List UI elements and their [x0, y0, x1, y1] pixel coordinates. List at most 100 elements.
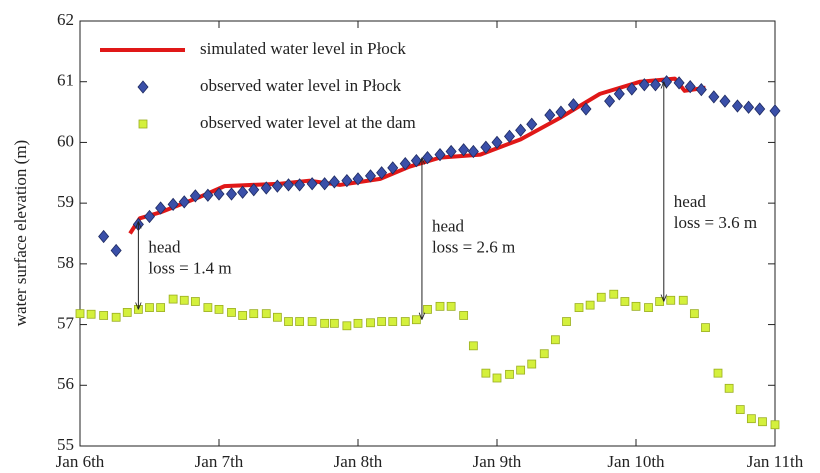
diamond-marker [155, 201, 167, 215]
square-marker [366, 318, 375, 328]
diamond-marker [137, 80, 149, 94]
square-marker [620, 297, 630, 306]
square-marker [122, 308, 132, 317]
square-marker [423, 304, 432, 314]
annotation-text: loss = 1.4 m [148, 259, 231, 278]
square-marker [527, 359, 537, 369]
diamond-marker [638, 78, 650, 92]
square-marker [261, 309, 271, 319]
diamond-marker [503, 129, 516, 143]
y-tick-label: 60 [57, 131, 74, 150]
y-axis-label: water surface elevation (m) [11, 140, 30, 326]
diamond-marker [319, 177, 331, 191]
diamond-marker [306, 177, 318, 191]
diamond-marker [328, 175, 340, 189]
square-marker [227, 308, 236, 317]
square-marker [609, 289, 619, 299]
square-marker [388, 317, 398, 326]
diamond-marker [580, 102, 592, 116]
square-marker [203, 303, 213, 312]
diamond-marker [434, 147, 446, 162]
square-marker [400, 317, 410, 326]
diamond-marker [271, 179, 283, 193]
square-marker [644, 303, 653, 312]
diamond-marker [458, 143, 470, 157]
y-tick-label: 57 [57, 313, 75, 332]
diamond-marker [167, 197, 179, 211]
square-marker [689, 309, 699, 319]
diamond-marker [294, 178, 306, 192]
square-marker [411, 315, 421, 325]
square-marker [238, 311, 248, 320]
diamond-marker [604, 94, 616, 108]
diamond-marker [445, 144, 457, 159]
square-marker [574, 303, 584, 312]
square-marker [138, 119, 148, 129]
diamond-marker [754, 102, 766, 116]
diamond-marker [673, 76, 685, 90]
diamond-marker [213, 187, 225, 201]
x-tick-label: Jan 6th [56, 452, 105, 471]
diamond-marker [719, 94, 731, 108]
y-tick-label: 61 [57, 71, 74, 90]
diamond-marker [467, 144, 479, 159]
diamond-marker [515, 123, 527, 137]
diamond-marker [282, 178, 295, 192]
square-marker [758, 417, 767, 427]
y-tick-label: 55 [57, 435, 74, 454]
square-marker [190, 297, 200, 306]
square-marker [284, 317, 293, 326]
y-tick-label: 56 [57, 374, 74, 393]
diamond-marker [526, 117, 538, 131]
square-marker [99, 311, 109, 320]
square-marker [377, 317, 387, 326]
diamond-marker [260, 181, 272, 195]
square-marker [770, 420, 780, 430]
square-marker [111, 312, 121, 322]
x-tick-label: Jan 10th [607, 452, 665, 471]
square-marker [272, 312, 282, 322]
diamond-marker [143, 209, 156, 224]
diamond-marker [189, 189, 201, 203]
diamond-marker [364, 169, 377, 183]
y-tick-label: 58 [57, 253, 74, 272]
square-marker [516, 365, 526, 375]
y-tick-label: 62 [57, 10, 74, 29]
square-marker [214, 304, 224, 314]
square-marker [631, 301, 641, 311]
diamond-marker [695, 82, 707, 97]
diamond-marker [480, 140, 492, 154]
square-marker [86, 309, 96, 319]
diamond-marker [613, 87, 625, 101]
diamond-marker [567, 98, 579, 112]
diamond-marker [98, 229, 110, 244]
square-marker [666, 295, 676, 305]
square-marker [596, 292, 606, 302]
annotation-text: loss = 2.6 m [432, 237, 515, 256]
diamond-marker [684, 79, 696, 94]
diamond-marker [110, 243, 122, 258]
square-marker [585, 300, 595, 310]
diamond-marker [491, 135, 503, 150]
square-marker [179, 295, 189, 305]
diamond-marker [399, 157, 411, 171]
diamond-marker [544, 108, 556, 122]
diamond-marker [387, 161, 399, 175]
diamond-marker [352, 172, 364, 186]
y-tick-label: 59 [57, 192, 74, 211]
diamond-marker [202, 188, 214, 202]
plot-frame [79, 20, 776, 447]
diamond-marker [178, 195, 190, 209]
diamond-marker [248, 183, 260, 197]
square-marker [713, 368, 723, 378]
diamond-marker [626, 82, 638, 96]
diamond-marker [649, 78, 661, 92]
square-marker [550, 335, 560, 345]
square-marker [492, 373, 502, 383]
square-marker [678, 295, 688, 305]
diamond-marker [743, 100, 755, 114]
diamond-marker [708, 90, 720, 104]
annotation-text: head [148, 238, 181, 257]
square-marker [468, 341, 478, 351]
